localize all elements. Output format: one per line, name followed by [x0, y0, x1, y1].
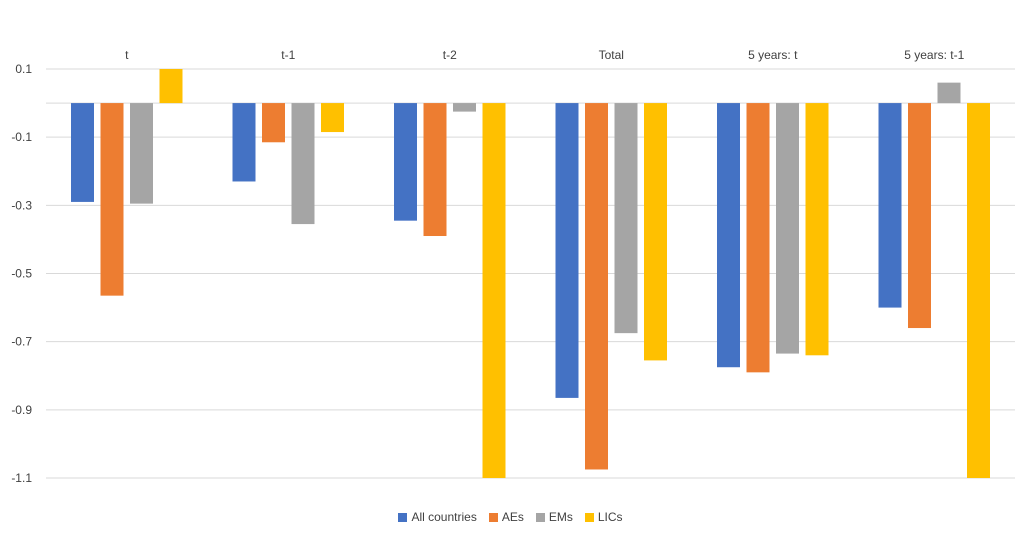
legend-swatch-icon — [488, 512, 498, 522]
bar — [423, 103, 447, 237]
category-label: 5 years: t-1 — [904, 48, 964, 62]
legend-swatch-icon — [398, 512, 408, 522]
bar — [555, 103, 579, 398]
legend-label: AEs — [501, 510, 524, 524]
bar — [482, 103, 506, 478]
y-tick-label: -0.7 — [11, 335, 32, 349]
bar — [394, 103, 417, 221]
category-label: Total — [599, 48, 624, 62]
bar — [291, 103, 315, 225]
y-tick-label: -0.1 — [11, 130, 32, 144]
bar — [878, 103, 902, 308]
bar — [232, 103, 256, 182]
legend-swatch-icon — [584, 512, 594, 522]
bar — [321, 103, 344, 133]
bar — [937, 82, 961, 104]
bar — [805, 103, 829, 356]
legend-label: All countries — [411, 510, 477, 524]
legend-item-aes: AEs — [488, 510, 524, 524]
category-label: t-2 — [443, 48, 457, 62]
bar — [717, 103, 740, 368]
bar — [967, 103, 990, 478]
legend-label: LICs — [597, 510, 623, 524]
category-label: t-1 — [281, 48, 295, 62]
y-tick-label: 0.1 — [15, 62, 32, 76]
bar — [453, 103, 476, 112]
category-label: 5 years: t — [748, 48, 798, 62]
legend-label: EMs — [548, 510, 573, 524]
bar — [746, 103, 770, 373]
y-tick-label: -0.5 — [11, 267, 32, 281]
bar — [159, 69, 183, 104]
bar — [908, 103, 931, 329]
bar — [776, 103, 799, 354]
bar — [130, 103, 153, 204]
y-tick-label: -0.3 — [11, 198, 32, 212]
legend-item-all-countries: All countries — [398, 510, 477, 524]
y-tick-label: -1.1 — [11, 471, 32, 485]
legend-item-lics: LICs — [584, 510, 623, 524]
bar — [262, 103, 285, 143]
legend: All countries AEs EMs LICs — [0, 510, 1021, 524]
bar — [614, 103, 638, 334]
y-tick-label: -0.9 — [11, 403, 32, 417]
bar-chart: 0.1 -0.1 -0.3 -0.5 -0.7 -0.9 -1.1 t t-1 t-2 Total 5… — [11, 48, 1015, 485]
bar — [71, 103, 94, 202]
bar — [585, 103, 608, 470]
category-label: t — [125, 48, 129, 62]
legend-swatch-icon — [535, 512, 545, 522]
legend-item-ems: EMs — [535, 510, 573, 524]
bar — [644, 103, 667, 361]
bar — [100, 103, 124, 296]
